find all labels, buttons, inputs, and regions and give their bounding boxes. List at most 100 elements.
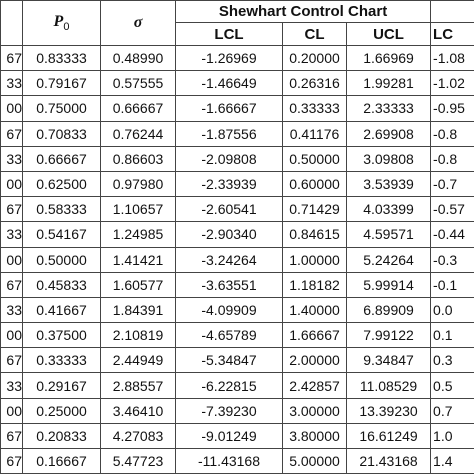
p0-cell: 0.58333 — [22, 196, 101, 223]
p0-cell: 0.37500 — [22, 322, 101, 349]
cl-cell: 2.42857 — [282, 372, 347, 399]
ucl-cell: 2.33333 — [345, 95, 432, 122]
ucl-cell: 16.61249 — [345, 422, 432, 450]
lcl-cell: -2.60541 — [175, 196, 283, 223]
blank-header — [0, 0, 23, 46]
cl-cell: 3.80000 — [282, 422, 347, 450]
sigma-cell: 4.27083 — [100, 422, 176, 450]
left-partial-cell: 33 — [0, 296, 23, 324]
cl-cell: 0.71429 — [282, 196, 347, 223]
lcl-cell: -3.24264 — [175, 246, 283, 273]
right-partial-cell: -0.8 — [430, 120, 474, 147]
right-partial-cell: -0.1 — [430, 271, 474, 298]
left-partial-cell: 67 — [0, 196, 23, 223]
p0-cell: 0.66667 — [22, 145, 101, 172]
table-row: 67 0.70833 0.76244 -1.87556 0.41176 2.69908 -0… — [0, 120, 474, 147]
left-partial-cell: 33 — [0, 372, 23, 399]
lcl-cell: -3.63551 — [175, 271, 283, 298]
left-partial-cell: 67 — [0, 120, 23, 147]
p0-cell: 0.70833 — [22, 120, 101, 147]
cl-cell: 0.50000 — [282, 145, 347, 172]
lcl-cell: -6.22815 — [175, 372, 283, 399]
lcl-cell: -2.33939 — [175, 170, 283, 198]
right-partial-cell: 0.0 — [430, 296, 474, 324]
lcl-cell: -1.66667 — [175, 95, 283, 122]
sigma-cell: 1.84391 — [100, 296, 176, 324]
sigma-cell: 0.76244 — [100, 120, 176, 147]
table-row: 33 0.79167 0.57555 -1.46649 0.26316 1.99281 -1… — [0, 70, 474, 97]
table-row: 00 0.75000 0.66667 -1.66667 0.33333 2.33333 -0… — [0, 95, 474, 122]
lcl-cell: -1.87556 — [175, 120, 283, 147]
sigma-cell: 0.57555 — [100, 70, 176, 97]
table-row: 67 0.58333 1.10657 -2.60541 0.71429 4.03399 -0… — [0, 196, 474, 223]
ucl-cell: 5.24264 — [345, 246, 432, 273]
right-partial-cell: 0.3 — [430, 347, 474, 374]
ucl-cell: 1.66969 — [345, 44, 432, 72]
p0-cell: 0.45833 — [22, 271, 101, 298]
ucl-cell: 3.09808 — [345, 145, 432, 172]
table-row: 00 0.25000 3.46410 -7.39230 3.00000 13.39230 0… — [0, 397, 474, 424]
ucl-cell: 11.08529 — [345, 372, 432, 399]
cl-cell: 0.84615 — [282, 221, 347, 248]
p0-cell: 0.83333 — [22, 44, 101, 72]
lcl-cell: -11.43168 — [175, 447, 283, 474]
lcl-cell: -4.65789 — [175, 322, 283, 349]
left-partial-cell: 00 — [0, 397, 23, 424]
left-partial-cell: 67 — [0, 447, 23, 474]
right-partial-cell: -1.08 — [430, 44, 474, 72]
p-subscript: 0 — [63, 20, 70, 33]
right-partial-cell: -0.44 — [430, 221, 474, 248]
ucl-cell: 4.03399 — [345, 196, 432, 223]
sigma-header: σ — [100, 0, 176, 46]
table-row: 00 0.62500 0.97980 -2.33939 0.60000 3.53939 -0… — [0, 170, 474, 198]
left-partial-cell: 67 — [0, 44, 23, 72]
partial-header: LC — [430, 22, 474, 46]
table-row: 33 0.66667 0.86603 -2.09808 0.50000 3.09808 -0… — [0, 145, 474, 172]
cl-cell: 1.40000 — [282, 296, 347, 324]
sigma-cell: 2.10819 — [100, 322, 176, 349]
lcl-cell: -9.01249 — [175, 422, 283, 450]
cl-cell: 0.60000 — [282, 170, 347, 198]
cl-cell: 0.20000 — [282, 44, 347, 72]
p0-cell: 0.50000 — [22, 246, 101, 273]
left-partial-cell: 00 — [0, 322, 23, 349]
left-partial-cell: 33 — [0, 221, 23, 248]
right-partial-cell: 0.7 — [430, 397, 474, 424]
right-partial-cell: -0.3 — [430, 246, 474, 273]
lcl-cell: -2.09808 — [175, 145, 283, 172]
left-partial-cell: 67 — [0, 271, 23, 298]
table-row: 00 0.50000 1.41421 -3.24264 1.00000 5.24264 -0… — [0, 246, 474, 273]
table-row: 67 0.20833 4.27083 -9.01249 3.80000 16.61249 1… — [0, 422, 474, 450]
sigma-cell: 1.41421 — [100, 246, 176, 273]
ucl-cell: 3.53939 — [345, 170, 432, 198]
right-partial-cell: -0.7 — [430, 170, 474, 198]
sigma-cell: 0.86603 — [100, 145, 176, 172]
ucl-cell: 1.99281 — [345, 70, 432, 97]
table-row: 67 0.16667 5.47723 -11.43168 5.00000 21.43168… — [0, 447, 474, 474]
p0-cell: 0.79167 — [22, 70, 101, 97]
left-partial-cell: 00 — [0, 170, 23, 198]
blank-header — [430, 0, 474, 23]
cl-cell: 1.66667 — [282, 322, 347, 349]
p-symbol: P — [53, 13, 64, 31]
sigma-cell: 1.24985 — [100, 221, 176, 248]
cl-header: CL — [282, 22, 347, 46]
cl-cell: 0.26316 — [282, 70, 347, 97]
cl-cell: 2.00000 — [282, 347, 347, 374]
cl-cell: 1.00000 — [282, 246, 347, 273]
p0-cell: 0.20833 — [22, 422, 101, 450]
ucl-cell: 7.99122 — [345, 322, 432, 349]
p0-cell: 0.29167 — [22, 372, 101, 399]
right-partial-cell: -0.8 — [430, 145, 474, 172]
left-partial-cell: 33 — [0, 70, 23, 97]
table-row: 00 0.37500 2.10819 -4.65789 1.66667 7.99122 0.… — [0, 322, 474, 349]
left-partial-cell: 00 — [0, 95, 23, 122]
table-row: 33 0.29167 2.88557 -6.22815 2.42857 11.08529 0… — [0, 372, 474, 399]
p0-cell: 0.54167 — [22, 221, 101, 248]
sigma-cell: 5.47723 — [100, 447, 176, 474]
p0-cell: 0.25000 — [22, 397, 101, 424]
left-partial-cell: 33 — [0, 145, 23, 172]
left-partial-cell: 67 — [0, 422, 23, 450]
lcl-cell: -2.90340 — [175, 221, 283, 248]
